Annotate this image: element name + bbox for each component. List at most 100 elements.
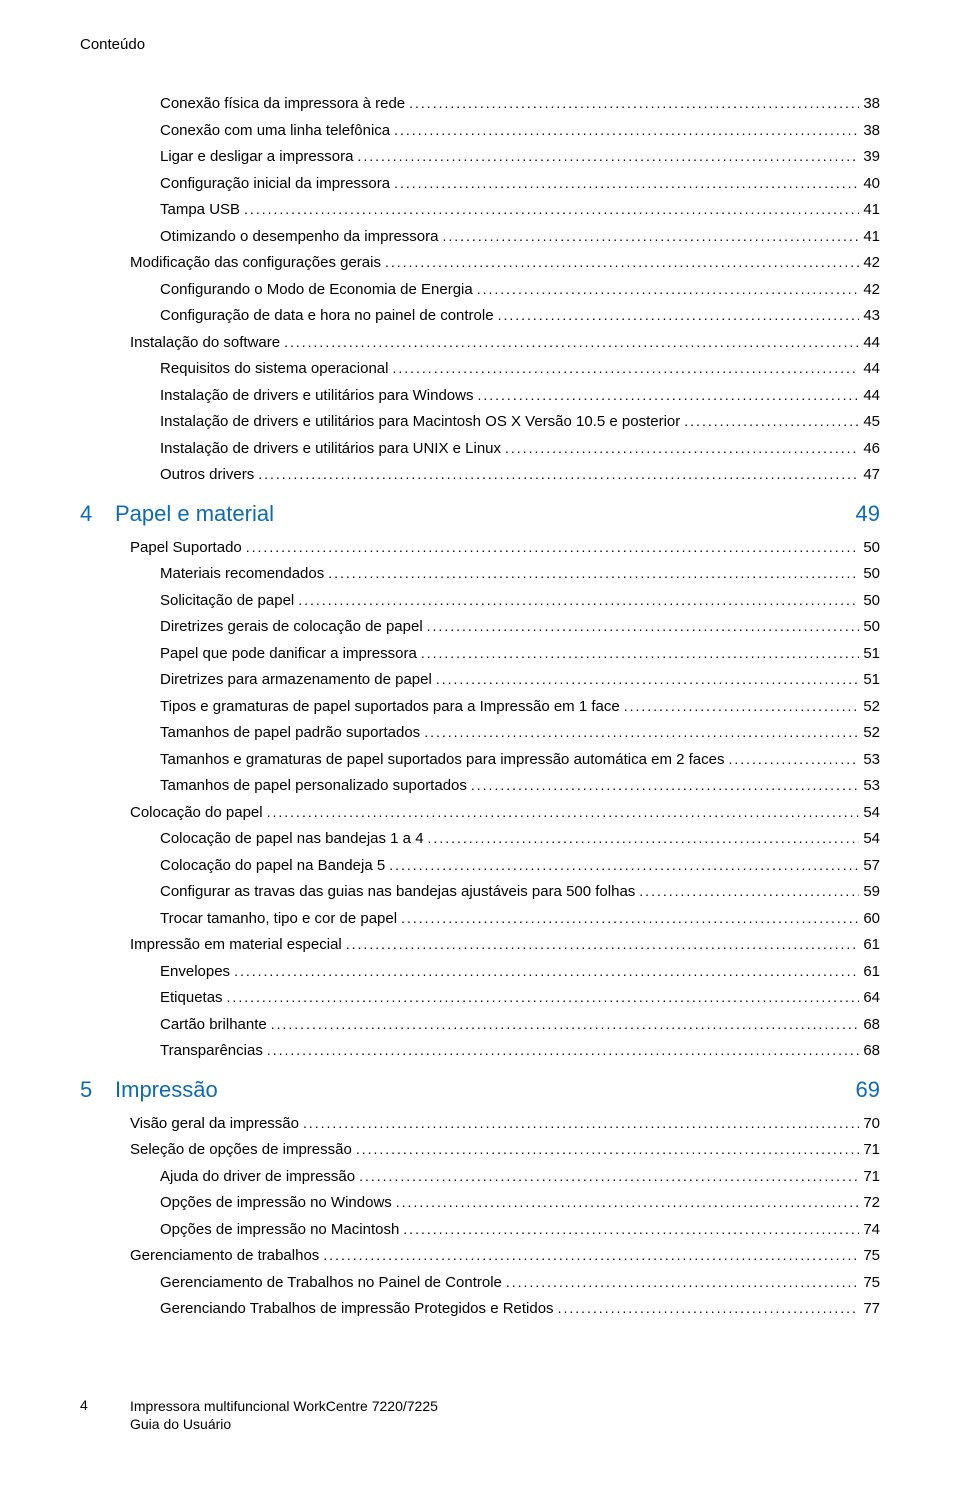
toc-entry: Colocação do papel na Bandeja 557 (80, 855, 880, 878)
toc-entry-label: Envelopes (160, 961, 230, 984)
toc-entry-label: Instalação de drivers e utilitários para… (160, 385, 473, 408)
toc-leader-dots (356, 1139, 860, 1160)
toc-entry-label: Gerenciamento de trabalhos (130, 1245, 319, 1268)
toc-entry: Outros drivers47 (80, 464, 880, 487)
toc-leader-dots (498, 305, 860, 326)
toc-leader-dots (357, 146, 859, 167)
toc-entry: Gerenciamento de Trabalhos no Painel de … (80, 1272, 880, 1295)
toc-entry-label: Conexão com uma linha telefônica (160, 120, 390, 143)
toc-entry: Etiquetas64 (80, 987, 880, 1010)
toc-entry-page: 71 (863, 1139, 880, 1162)
toc-entry-label: Instalação de drivers e utilitários para… (160, 438, 501, 461)
toc-leader-dots (409, 93, 859, 114)
toc-leader-dots (246, 537, 860, 558)
toc-entry-label: Visão geral da impressão (130, 1113, 299, 1136)
toc-entry-page: 50 (863, 563, 880, 586)
toc-entry-page: 44 (863, 358, 880, 381)
toc-entry-page: 74 (863, 1219, 880, 1242)
toc-entry-page: 59 (863, 881, 880, 904)
toc-entry-page: 53 (863, 749, 880, 772)
toc-leader-dots (505, 438, 859, 459)
toc-entry-label: Papel Suportado (130, 537, 242, 560)
toc-entry-page: 50 (863, 537, 880, 560)
toc-leader-dots (303, 1113, 859, 1134)
toc-entry-page: 42 (863, 252, 880, 275)
toc-entry: Solicitação de papel50 (80, 590, 880, 613)
toc-entry: Ligar e desligar a impressora 39 (80, 146, 880, 169)
toc-entry: Transparências68 (80, 1040, 880, 1063)
toc-leader-dots (424, 722, 859, 743)
page-footer: 4 Impressora multifuncional WorkCentre 7… (80, 1397, 880, 1435)
toc-entry-label: Materiais recomendados (160, 563, 324, 586)
toc-entry-page: 71 (863, 1166, 880, 1189)
toc-entry-page: 45 (863, 411, 880, 434)
footer-text: Impressora multifuncional WorkCentre 722… (130, 1397, 438, 1435)
toc-leader-dots (328, 563, 859, 584)
toc-entry-label: Otimizando o desempenho da impressora (160, 226, 438, 249)
toc-entry-page: 52 (863, 722, 880, 745)
toc-entry: Instalação do software44 (80, 332, 880, 355)
toc-entry-label: Transparências (160, 1040, 263, 1063)
toc-entry-label: Conexão física da impressora à rede (160, 93, 405, 116)
toc-entry-label: Tipos e gramaturas de papel suportados p… (160, 696, 620, 719)
toc-leader-dots (258, 464, 859, 485)
toc-entry: Requisitos do sistema operacional44 (80, 358, 880, 381)
toc-chapter: 4Papel e material49 (80, 501, 880, 527)
toc-entry-page: 50 (863, 616, 880, 639)
footer-line-2: Guia do Usuário (130, 1415, 438, 1434)
toc-entry: Diretrizes gerais de colocação de papel5… (80, 616, 880, 639)
toc-entry: Opções de impressão no Macintosh74 (80, 1219, 880, 1242)
toc-entry: Gerenciando Trabalhos de impressão Prote… (80, 1298, 880, 1321)
toc-entry-label: Colocação de papel nas bandejas 1 a 4 (160, 828, 424, 851)
toc-entry-page: 53 (863, 775, 880, 798)
toc-entry-page: 39 (863, 146, 880, 169)
toc-chapter-page: 49 (856, 501, 880, 527)
toc-leader-dots (471, 775, 859, 796)
toc-entry: Tamanhos de papel padrão suportados52 (80, 722, 880, 745)
toc-leader-dots (298, 590, 859, 611)
toc-leader-dots (394, 173, 859, 194)
toc-entry: Tipos e gramaturas de papel suportados p… (80, 696, 880, 719)
toc-entry-page: 77 (863, 1298, 880, 1321)
toc-chapter-title: Impressão (115, 1077, 856, 1103)
toc-entry-page: 60 (863, 908, 880, 931)
toc-entry: Impressão em material especial 61 (80, 934, 880, 957)
toc-entry: Configurar as travas das guias nas bande… (80, 881, 880, 904)
toc-entry-page: 68 (863, 1014, 880, 1037)
toc-entry-label: Diretrizes para armazenamento de papel (160, 669, 432, 692)
toc-entry-page: 64 (863, 987, 880, 1010)
toc-leader-dots (389, 855, 859, 876)
toc-entry: Colocação de papel nas bandejas 1 a 454 (80, 828, 880, 851)
toc-entry-label: Seleção de opções de impressão (130, 1139, 352, 1162)
toc-entry-page: 44 (863, 332, 880, 355)
toc-entry-label: Impressão em material especial (130, 934, 342, 957)
toc-entry: Visão geral da impressão 70 (80, 1113, 880, 1136)
toc-leader-dots (442, 226, 859, 247)
toc-entry-page: 40 (863, 173, 880, 196)
toc-entry-label: Solicitação de papel (160, 590, 294, 613)
toc-entry-page: 61 (863, 934, 880, 957)
toc-entry-page: 75 (863, 1272, 880, 1295)
toc-entry: Tampa USB41 (80, 199, 880, 222)
toc-entry: Configuração de data e hora no painel de… (80, 305, 880, 328)
toc-entry-page: 70 (863, 1113, 880, 1136)
toc-entry-label: Configuração de data e hora no painel de… (160, 305, 494, 328)
toc-entry-page: 41 (863, 226, 880, 249)
toc-entry: Instalação de drivers e utilitários para… (80, 411, 880, 434)
toc-entry-label: Opções de impressão no Windows (160, 1192, 392, 1215)
toc-leader-dots (385, 252, 859, 273)
toc-entry-label: Tamanhos e gramaturas de papel suportado… (160, 749, 724, 772)
toc-entry-label: Ligar e desligar a impressora (160, 146, 353, 169)
toc-entry: Conexão com uma linha telefônica38 (80, 120, 880, 143)
toc-entry: Colocação do papel54 (80, 802, 880, 825)
toc-entry-page: 38 (863, 93, 880, 116)
toc-entry: Gerenciamento de trabalhos75 (80, 1245, 880, 1268)
toc-entry: Cartão brilhante68 (80, 1014, 880, 1037)
toc-entry-label: Colocação do papel na Bandeja 5 (160, 855, 385, 878)
toc-leader-dots (639, 881, 859, 902)
toc-entry-page: 44 (863, 385, 880, 408)
toc-leader-dots (624, 696, 860, 717)
toc-leader-dots (392, 358, 859, 379)
toc-entry-label: Configurar as travas das guias nas bande… (160, 881, 635, 904)
toc-entry-label: Gerenciando Trabalhos de impressão Prote… (160, 1298, 554, 1321)
